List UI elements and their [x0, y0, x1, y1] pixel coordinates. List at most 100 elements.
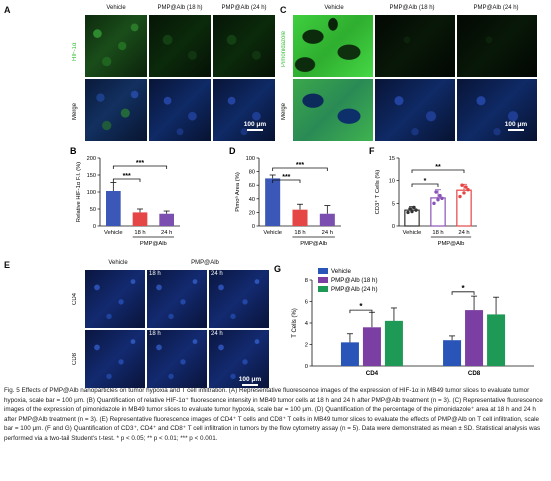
legend-label: Vehicle	[331, 268, 352, 275]
legend-label: PMP@Alb (18 h)	[331, 277, 378, 284]
row-label-merge-c: Merge	[281, 102, 287, 120]
significance-bracket	[272, 167, 328, 171]
bar	[465, 310, 484, 366]
chart-g-svg: G 0 2 4 6 8 T Cells (%) CD4 * CD8 * Vehicle PMP@Alb …	[274, 264, 534, 377]
y-tick-label: 100	[246, 156, 255, 162]
row-label-merge-a: Merge	[72, 102, 78, 120]
significance-label: ***	[123, 173, 131, 180]
tile-label-cd4-18h: 18 h	[149, 271, 161, 277]
bar	[362, 327, 381, 366]
y-axis-label: T Cells (%)	[292, 308, 298, 338]
panel-label-b: B	[70, 146, 77, 156]
bar	[340, 342, 359, 366]
category-label: 24 h	[458, 230, 469, 236]
y-axis-label: Relative HIF-1α F.I. (%)	[76, 162, 82, 222]
significance-bracket	[411, 183, 439, 187]
category-label: Vehicle	[403, 230, 422, 236]
category-label: 18 h	[134, 230, 145, 236]
y-tick-label: 60	[249, 183, 255, 189]
y-tick-label: 0	[392, 224, 395, 230]
bar	[106, 190, 121, 226]
y-tick-label: 200	[87, 156, 96, 162]
chart-g: G 0 2 4 6 8 T Cells (%) CD4 * CD8 * Vehicle PMP@Alb …	[274, 264, 534, 377]
legend-swatch	[318, 277, 328, 283]
data-point	[464, 185, 468, 189]
micrograph-c-pimo-24h	[456, 14, 538, 78]
row-label-cd8: CD8	[72, 353, 78, 366]
data-point	[410, 209, 414, 214]
micrograph-a-merge-vehicle	[84, 78, 148, 142]
significance-label: ***	[282, 174, 290, 181]
chart-f: F 0 5 10 15 CD3⁺ T Cells (%) Vehicle 18 h 24 h PM…	[369, 146, 477, 247]
data-point	[440, 196, 444, 201]
micrograph-e-cd8-24h	[208, 329, 270, 389]
micrograph-e-cd4-18h	[146, 269, 208, 329]
significance-label: ***	[136, 160, 144, 167]
category-label: CD8	[468, 370, 481, 377]
panel-label-d: D	[229, 146, 236, 156]
tile-label-cd8-24h: 24 h	[211, 331, 223, 337]
y-tick-label: 50	[90, 207, 96, 213]
y-tick-label: 10	[389, 179, 395, 185]
significance-bracket	[451, 291, 475, 295]
y-tick-label: 0	[252, 224, 255, 230]
column-title-a-18h: PMP@Alb (18 h)	[157, 5, 203, 11]
micrograph-c-merge-vehicle	[292, 78, 374, 142]
data-point	[466, 188, 470, 192]
category-label: 24 h	[322, 230, 333, 236]
y-tick-label: 8	[305, 278, 308, 284]
legend-swatch	[318, 286, 328, 292]
column-title-a-vehicle: Vehicle	[106, 5, 126, 11]
micrograph-a-merge-24h	[212, 78, 276, 142]
micrograph-a-hif-vehicle	[84, 14, 148, 78]
significance-bracket	[112, 178, 141, 182]
y-tick-label: 150	[87, 173, 96, 179]
significance-bracket	[112, 165, 168, 169]
bar	[159, 213, 174, 226]
column-title-e-pmp: PMP@Alb	[191, 260, 219, 266]
micrograph-a-hif-24h	[212, 14, 276, 78]
significance-label: *	[359, 302, 363, 311]
column-title-c-24h: PMP@Alb (24 h)	[473, 5, 519, 11]
column-title-c-vehicle: Vehicle	[324, 5, 344, 11]
significance-label: *	[424, 178, 427, 185]
micrograph-c-merge-18h	[374, 78, 456, 142]
group-label: PMP@Alb	[300, 241, 327, 247]
bar	[384, 320, 403, 366]
y-tick-label: 2	[305, 343, 308, 349]
group-label: PMP@Alb	[438, 241, 465, 247]
bar	[265, 178, 281, 226]
chart-b: B 0 50 100 150 200 Relative HIF-1α F.I. (%) Veh…	[70, 146, 180, 247]
y-tick-label: 40	[249, 197, 255, 203]
data-point	[414, 208, 418, 212]
micrograph-c-pimo-vehicle	[292, 14, 374, 78]
row-label-cd4: CD4	[72, 293, 78, 306]
panel-label-c: C	[280, 5, 287, 15]
category-label: Vehicle	[104, 230, 123, 236]
tile-label-cd4-24h: 24 h	[211, 271, 223, 277]
category-label: Vehicle	[263, 230, 282, 236]
category-label: CD4	[366, 370, 379, 377]
data-point	[438, 193, 442, 198]
row-label-pimonidazole: Pimonidazole	[281, 30, 287, 68]
y-tick-label: 0	[93, 224, 96, 230]
data-point	[436, 198, 440, 202]
data-point	[406, 210, 410, 215]
micrograph-e-cd8-18h	[146, 329, 208, 389]
data-point	[412, 205, 416, 210]
column-title-e-vehicle: Vehicle	[108, 260, 128, 266]
significance-label: *	[461, 284, 465, 293]
micrograph-c-pimo-18h	[374, 14, 456, 78]
data-point	[460, 183, 464, 187]
micrograph-e-cd8-vehicle	[84, 329, 146, 389]
micrograph-a-merge-18h	[148, 78, 212, 142]
significance-bracket	[349, 309, 373, 314]
bar	[443, 340, 462, 366]
chart-d: D 0 20 40 60 80 100 Pimoᵃ Area (%) Vehicle 18 h 24…	[229, 146, 341, 247]
panel-label-f: F	[369, 146, 375, 156]
data-point	[432, 201, 436, 206]
significance-bracket	[272, 179, 301, 183]
significance-label: **	[435, 164, 441, 171]
category-label: 24 h	[161, 230, 172, 236]
figure-caption: Fig. 5 Effects of PMP@Alb nanoparticles …	[4, 387, 543, 442]
